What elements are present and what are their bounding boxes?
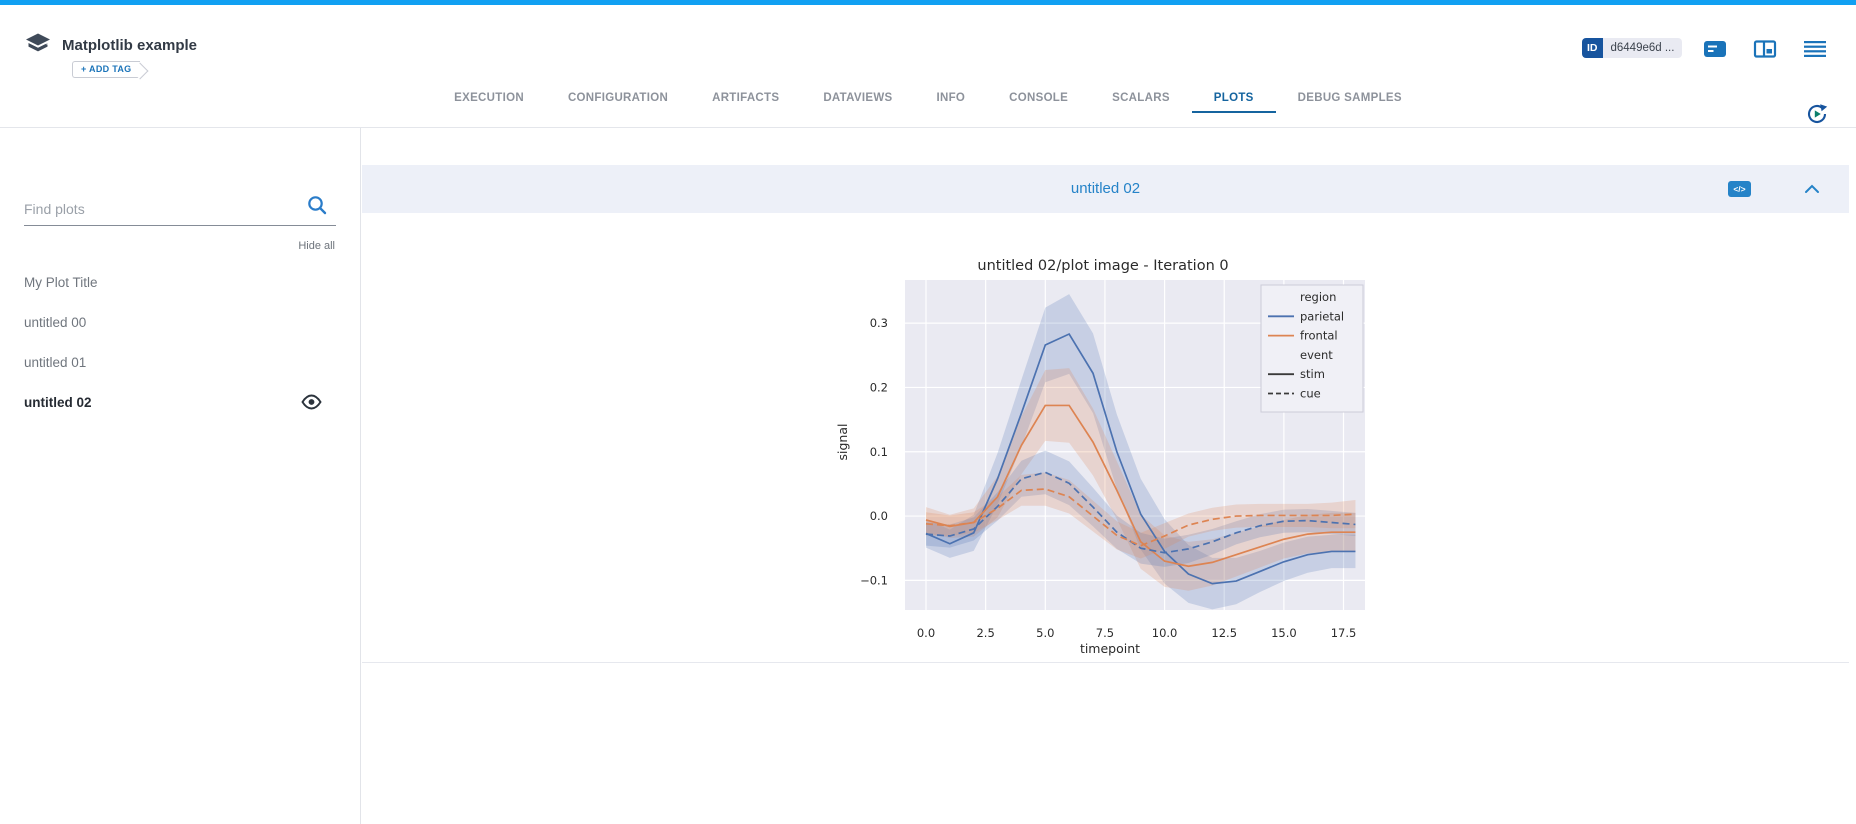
hide-all-link[interactable]: Hide all xyxy=(298,240,335,252)
tab-execution[interactable]: EXECUTION xyxy=(454,92,524,104)
x-tick-label: 15.0 xyxy=(1271,626,1297,640)
plot-item-label: My Plot Title xyxy=(24,274,98,290)
tab-plots[interactable]: PLOTS xyxy=(1191,84,1276,113)
x-tick-labels: 0.0 2.5 5.0 7.5 10.0 12.5 15.0 17.5 xyxy=(917,626,1356,640)
chart-title: untitled 02/plot image - Iteration 0 xyxy=(977,258,1228,274)
experiment-id-badge[interactable]: ID d6449e6d ... xyxy=(1582,38,1683,58)
plot-list-item-untitled-02[interactable]: untitled 02 xyxy=(0,382,361,422)
band-parietal-stim xyxy=(925,294,1356,610)
add-tag-button[interactable]: + ADD TAG xyxy=(72,61,141,78)
plot-list-item-untitled-01[interactable]: untitled 01 xyxy=(0,342,361,382)
plot-item-label: untitled 00 xyxy=(24,314,87,330)
panel-bottom-divider xyxy=(362,662,1849,663)
plots-panel: untitled 02 </> untitled 02/plot image -… xyxy=(362,128,1850,824)
x-tick-label: 0.0 xyxy=(917,626,935,640)
legend-label-cue: cue xyxy=(1300,387,1321,401)
x-tick-label: 12.5 xyxy=(1211,626,1237,640)
series-line-frontal-cue xyxy=(925,488,1356,547)
y-tick-label: 0.1 xyxy=(870,445,888,459)
tab-artifacts[interactable]: ARTIFACTS xyxy=(712,92,780,104)
tab-info[interactable]: INFO xyxy=(936,92,966,104)
legend-label-frontal: frontal xyxy=(1300,329,1338,343)
plot-list: My Plot Title untitled 00 untitled 01 un… xyxy=(0,262,361,422)
matplotlib-figure[interactable]: untitled 02/plot image - Iteration 0 0.0… xyxy=(800,240,1420,660)
legend-label-stim: stim xyxy=(1300,367,1325,381)
side-panel-icon[interactable] xyxy=(1753,40,1777,58)
tab-debug-samples[interactable]: DEBUG SAMPLES xyxy=(1297,92,1402,104)
details-view-icon[interactable] xyxy=(1703,40,1727,58)
tab-console[interactable]: CONSOLE xyxy=(1009,92,1069,104)
legend-box xyxy=(1260,284,1364,413)
chevron-up-icon[interactable] xyxy=(1804,184,1820,194)
legend-label-region: region xyxy=(1300,290,1336,304)
x-tick-label: 7.5 xyxy=(1096,626,1114,640)
plot-widget-title[interactable]: untitled 02 xyxy=(1070,180,1141,197)
plot-item-label: untitled 02 xyxy=(24,394,92,410)
id-value: d6449e6d ... xyxy=(1602,38,1683,58)
plots-sidebar: Hide all My Plot Title untitled 00 untit… xyxy=(0,128,361,824)
tab-dataviews[interactable]: DATAVIEWS xyxy=(823,92,893,104)
series-line-frontal-stim xyxy=(925,404,1356,568)
band-parietal-cue xyxy=(925,450,1356,567)
plot-list-item-my-plot-title[interactable]: My Plot Title xyxy=(0,262,361,302)
experiment-title: Matplotlib example xyxy=(62,37,198,54)
x-tick-label: 2.5 xyxy=(976,626,994,640)
y-tick-label: 0.2 xyxy=(870,380,888,394)
plot-item-label: untitled 01 xyxy=(24,354,87,370)
chart-legend: region parietal frontal event stim cue xyxy=(1260,284,1364,413)
band-frontal-cue xyxy=(925,472,1356,559)
x-tick-label: 17.5 xyxy=(1331,626,1357,640)
series-line-parietal-cue xyxy=(925,471,1356,554)
y-tick-labels: −0.1 0.0 0.1 0.2 0.3 xyxy=(860,316,888,587)
y-tick-label: 0.0 xyxy=(870,509,888,523)
status-top-line xyxy=(0,0,1856,5)
x-tick-label: 10.0 xyxy=(1152,626,1178,640)
x-axis-label: timepoint xyxy=(1080,641,1140,656)
menu-icon[interactable] xyxy=(1803,40,1827,58)
series-lines xyxy=(925,332,1356,585)
search-input[interactable] xyxy=(24,192,336,226)
search-icon[interactable] xyxy=(306,194,328,216)
code-icon[interactable]: </> xyxy=(1728,181,1751,197)
id-label: ID xyxy=(1582,38,1603,58)
app-header: Matplotlib example + ADD TAG ID d6449e6d… xyxy=(0,5,1856,84)
plot-list-item-untitled-00[interactable]: untitled 00 xyxy=(0,302,361,342)
legend-label-parietal: parietal xyxy=(1300,309,1344,323)
tab-configuration[interactable]: CONFIGURATION xyxy=(567,92,669,104)
experiment-logo-icon xyxy=(26,33,50,52)
y-tick-label: −0.1 xyxy=(860,573,888,587)
tab-scalars[interactable]: SCALARS xyxy=(1112,92,1170,104)
eye-visibility-icon[interactable] xyxy=(301,394,322,410)
series-line-parietal-stim xyxy=(925,332,1356,585)
legend-label-event: event xyxy=(1300,348,1333,362)
x-tick-label: 5.0 xyxy=(1036,626,1054,640)
tab-bar: EXECUTION CONFIGURATION ARTIFACTS DATAVI… xyxy=(0,84,1856,128)
y-axis-label: signal xyxy=(835,424,850,461)
auto-refresh-icon[interactable] xyxy=(1804,101,1830,127)
plot-widget-header: untitled 02 </> xyxy=(362,165,1849,213)
y-tick-label: 0.3 xyxy=(870,316,888,330)
